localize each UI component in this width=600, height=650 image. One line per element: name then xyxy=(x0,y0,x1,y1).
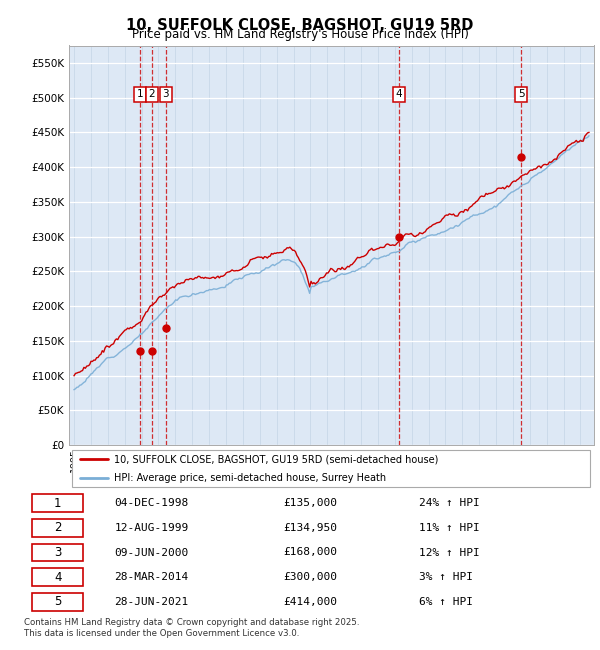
Text: 3: 3 xyxy=(163,89,169,99)
Text: This data is licensed under the Open Government Licence v3.0.: This data is licensed under the Open Gov… xyxy=(24,629,299,638)
Text: 09-JUN-2000: 09-JUN-2000 xyxy=(114,547,188,558)
Text: 5: 5 xyxy=(54,595,62,608)
Text: 1: 1 xyxy=(54,497,62,510)
Text: 11% ↑ HPI: 11% ↑ HPI xyxy=(419,523,479,533)
FancyBboxPatch shape xyxy=(71,450,590,488)
Text: £134,950: £134,950 xyxy=(283,523,337,533)
Text: 28-MAR-2014: 28-MAR-2014 xyxy=(114,572,188,582)
FancyBboxPatch shape xyxy=(32,519,83,537)
Text: 04-DEC-1998: 04-DEC-1998 xyxy=(114,498,188,508)
Text: 12% ↑ HPI: 12% ↑ HPI xyxy=(419,547,479,558)
Text: HPI: Average price, semi-detached house, Surrey Heath: HPI: Average price, semi-detached house,… xyxy=(113,473,386,483)
FancyBboxPatch shape xyxy=(32,568,83,586)
Text: 3% ↑ HPI: 3% ↑ HPI xyxy=(419,572,473,582)
FancyBboxPatch shape xyxy=(32,543,83,562)
FancyBboxPatch shape xyxy=(32,593,83,611)
Text: 6% ↑ HPI: 6% ↑ HPI xyxy=(419,597,473,607)
Text: Contains HM Land Registry data © Crown copyright and database right 2025.: Contains HM Land Registry data © Crown c… xyxy=(24,618,359,627)
Text: Price paid vs. HM Land Registry's House Price Index (HPI): Price paid vs. HM Land Registry's House … xyxy=(131,28,469,41)
Text: 10, SUFFOLK CLOSE, BAGSHOT, GU19 5RD (semi-detached house): 10, SUFFOLK CLOSE, BAGSHOT, GU19 5RD (se… xyxy=(113,454,438,464)
Text: £135,000: £135,000 xyxy=(283,498,337,508)
Text: 4: 4 xyxy=(54,571,62,584)
Text: £168,000: £168,000 xyxy=(283,547,337,558)
Text: £414,000: £414,000 xyxy=(283,597,337,607)
Text: 5: 5 xyxy=(518,89,524,99)
Text: 2: 2 xyxy=(149,89,155,99)
Text: 2: 2 xyxy=(54,521,62,534)
Text: 4: 4 xyxy=(395,89,402,99)
Text: 24% ↑ HPI: 24% ↑ HPI xyxy=(419,498,479,508)
Text: 3: 3 xyxy=(54,546,62,559)
Text: 28-JUN-2021: 28-JUN-2021 xyxy=(114,597,188,607)
Text: 1: 1 xyxy=(137,89,143,99)
Text: £300,000: £300,000 xyxy=(283,572,337,582)
Text: 12-AUG-1999: 12-AUG-1999 xyxy=(114,523,188,533)
FancyBboxPatch shape xyxy=(32,494,83,512)
Text: 10, SUFFOLK CLOSE, BAGSHOT, GU19 5RD: 10, SUFFOLK CLOSE, BAGSHOT, GU19 5RD xyxy=(127,18,473,32)
